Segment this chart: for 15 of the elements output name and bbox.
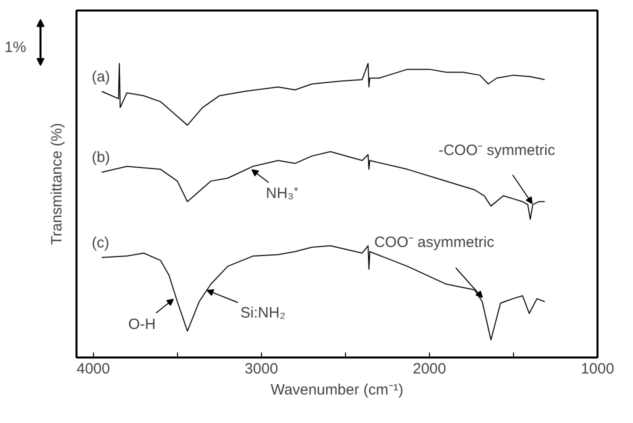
annotation: -COO⁻ symmetric	[438, 142, 556, 160]
y-axis-title: Transmittance (%)	[48, 123, 66, 245]
annotation: O-H	[128, 316, 156, 334]
x-tick-label: 4000	[76, 360, 110, 378]
series-label: (c)	[92, 234, 110, 252]
x-tick-label: 3000	[244, 360, 278, 378]
annotation: COO⁻ asymmetric	[374, 234, 495, 252]
series-label: (a)	[92, 68, 110, 86]
series-label: (b)	[92, 149, 110, 166]
text: 1%	[4, 38, 26, 56]
x-tick-label: 2000	[412, 360, 446, 378]
x-axis-title: Wavenumber (cm⁻¹)	[270, 382, 404, 398]
annotation: NH₃⁺	[266, 184, 299, 202]
annotation: Si:NH₂	[240, 304, 286, 322]
x-tick-label: 1000	[580, 360, 614, 378]
